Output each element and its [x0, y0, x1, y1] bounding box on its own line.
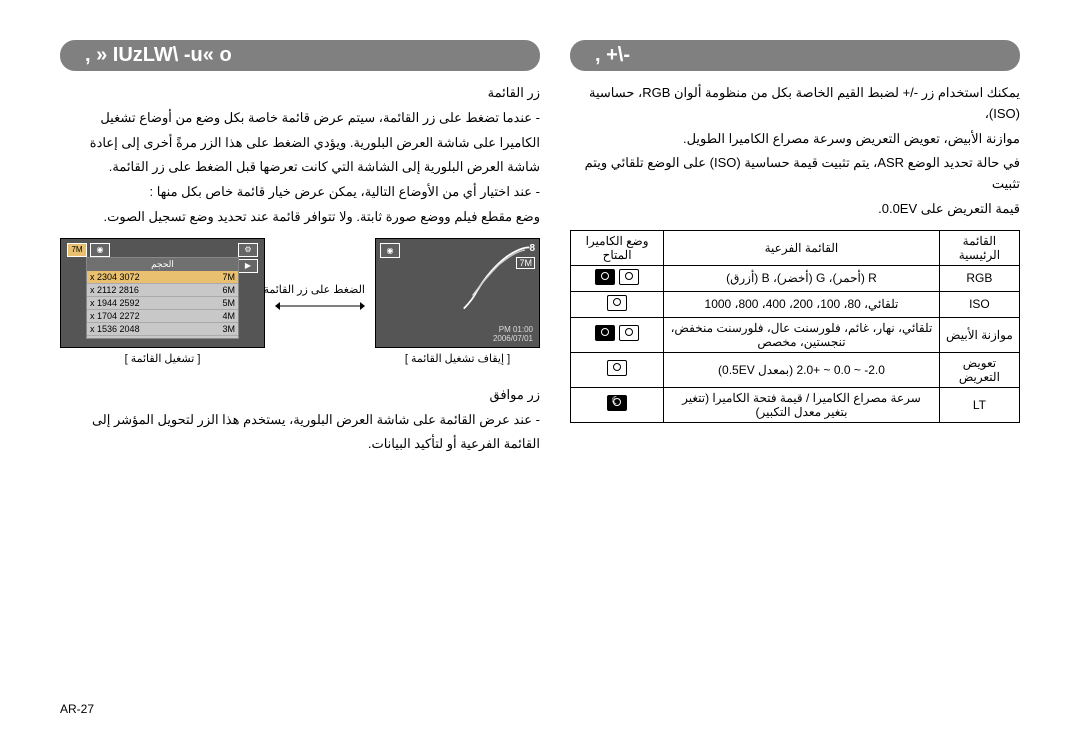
menu-button-title: زر القائمة	[60, 83, 540, 104]
th-sub: القائمة الفرعية	[664, 230, 940, 265]
intro-3: قيمة التعريض على 0.0EV.	[570, 199, 1020, 220]
r0-main: RGB	[939, 265, 1019, 291]
settings-table-wrap: القائمة الرئيسية القائمة الفرعية وضع الك…	[570, 230, 1020, 423]
r0-modes	[571, 265, 664, 291]
r1-sub: تلقائي، 80، 100، 200، 400، 800، 1000	[664, 291, 940, 317]
r3-sub: 2.0- ~ 0.0 ~ +2.0 (بمعدل 0.5EV)	[664, 352, 940, 387]
r4-modes	[571, 387, 664, 422]
photo-mode-icon	[607, 295, 627, 311]
menu-row-2: 5M 2592 x 1944	[87, 297, 238, 310]
arrow-icon	[275, 300, 365, 312]
r4-sub: سرعة مصراع الكاميرا / قيمة فتحة الكاميرا…	[664, 387, 940, 422]
top-icon-row: ◉ 7M	[67, 243, 110, 257]
r1-modes	[571, 291, 664, 317]
menu-row-3-label: 4M	[222, 311, 235, 321]
menu-line-3: عند اختيار أي من الأوضاع التالية، يمكن ع…	[60, 182, 540, 203]
menu-row-0-value: 3072 x 2304	[90, 272, 140, 282]
tab-icon-2: 7M	[67, 243, 87, 257]
menu-row-2-label: 5M	[222, 298, 235, 308]
menu-button-section: زر القائمة عندما تضغط على زر القائمة، سي…	[60, 83, 540, 228]
menu-line-1: الكاميرا على شاشة العرض البلورية. ويؤدي …	[60, 133, 540, 154]
menu-row-2-value: 2592 x 1944	[90, 298, 140, 308]
photo-mode-icon	[619, 269, 639, 285]
screenshot-left-group: ◉ 8 7M 01:00 PM 2006/07/01 [ إيقاف تشغيل…	[375, 238, 540, 365]
mode-icon: ◉	[380, 243, 400, 258]
r3-main: تعويض التعريض	[939, 352, 1019, 387]
right-header-bar: , » IUzLW\ -u« o	[60, 40, 540, 71]
menu-row-3: 4M 2272 x 1704	[87, 310, 238, 323]
screenshot-pair: ◉ 8 7M 01:00 PM 2006/07/01 [ إيقاف تشغيل…	[60, 238, 540, 365]
table-row-2: موازنة الأبيض تلقائي، نهار، غائم، فلورسن…	[571, 317, 1020, 352]
menu-row-4: 3M 2048 x 1536	[87, 323, 238, 336]
menu-row-1-label: 6M	[222, 285, 235, 295]
r2-modes	[571, 317, 664, 352]
right-icon-stack: ⚙ ▶	[238, 243, 258, 273]
table-row-1: ISO تلقائي، 80، 100، 200، 400، 800، 1000	[571, 291, 1020, 317]
menu-row-0: 7M 3072 x 2304	[87, 271, 238, 284]
screenshot-menu-on: ◉ 7M ⚙ ▶ الحجم 7M 3072 x 2304	[60, 238, 265, 348]
two-columns: , » IUzLW\ -u« o زر القائمة عندما تضغط ع…	[60, 40, 1020, 459]
control-icon-2: ▶	[238, 259, 258, 273]
th-mode: وضع الكاميرا المتاح	[571, 230, 664, 265]
intro-0: يمكنك استخدام زر -/+ لضبط القيم الخاصة ب…	[570, 83, 1020, 125]
settings-table: القائمة الرئيسية القائمة الفرعية وضع الك…	[570, 230, 1020, 423]
menu-row-1-value: 2816 x 2112	[90, 285, 139, 295]
ok-button-title: زر موافق	[60, 385, 540, 406]
r2-sub: تلقائي، نهار، غائم، فلورسنت عال، فلورسنت…	[664, 317, 940, 352]
left-icon-col: ◉	[380, 243, 400, 258]
table-row-0: RGB R (أحمر)، G (أخضر)، B (أزرق)	[571, 265, 1020, 291]
counter-badge: 8	[529, 243, 535, 254]
table-row-4: LT سرعة مصراع الكاميرا / قيمة فتحة الكام…	[571, 387, 1020, 422]
photo-mode-icon	[607, 360, 627, 376]
video-mode-icon	[595, 269, 615, 285]
left-intro: يمكنك استخدام زر -/+ لضبط القيم الخاصة ب…	[570, 83, 1020, 220]
left-column: , +\- يمكنك استخدام زر -/+ لضبط القيم ال…	[570, 40, 1020, 459]
table-header-row: القائمة الرئيسية القائمة الفرعية وضع الك…	[571, 230, 1020, 265]
control-icon-1: ⚙	[238, 243, 258, 257]
caption-menu-off: [ إيقاف تشغيل القائمة ]	[405, 352, 510, 365]
menu-row-3-value: 2272 x 1704	[90, 311, 140, 321]
menu-row-4-value: 2048 x 1536	[90, 324, 140, 334]
r3-modes	[571, 352, 664, 387]
page-number: AR-27	[60, 702, 94, 716]
ok-line-0: عند عرض القائمة على شاشة العرض البلورية،…	[60, 410, 540, 431]
menu-row-0-label: 7M	[222, 272, 235, 282]
menu-line-0: عندما تضغط على زر القائمة، سيتم عرض قائم…	[60, 108, 540, 129]
r2-main: موازنة الأبيض	[939, 317, 1019, 352]
table-row-3: تعويض التعريض 2.0- ~ 0.0 ~ +2.0 (بمعدل 0…	[571, 352, 1020, 387]
camera-outline-icon	[445, 243, 535, 313]
ok-button-section: زر موافق عند عرض القائمة على شاشة العرض …	[60, 385, 540, 455]
screenshot-right-group: ◉ 7M ⚙ ▶ الحجم 7M 3072 x 2304	[60, 238, 265, 365]
menu-row-1: 6M 2816 x 2112	[87, 284, 238, 297]
left-header-bar: , +\-	[570, 40, 1020, 71]
page: , » IUzLW\ -u« o زر القائمة عندما تضغط ع…	[0, 0, 1080, 746]
menu-row-4-label: 3M	[222, 324, 235, 334]
menu-overlay: الحجم 7M 3072 x 2304 6M 2816 x 2112 5M	[86, 257, 239, 339]
datetime-stamp: 01:00 PM 2006/07/01	[491, 325, 535, 345]
menu-title: الحجم	[87, 258, 238, 271]
right-column: , » IUzLW\ -u« o زر القائمة عندما تضغط ع…	[60, 40, 540, 459]
arrow-label-text: الضغط على زر القائمة	[263, 283, 365, 296]
intro-1: موازنة الأبيض، تعويض التعريض وسرعة مصراع…	[570, 129, 1020, 150]
video-mode-icon	[595, 325, 615, 341]
r0-sub: R (أحمر)، G (أخضر)، B (أزرق)	[664, 265, 940, 291]
tab-icon-1: ◉	[90, 243, 110, 257]
ok-line-1: القائمة الفرعية أو لتأكيد البيانات.	[60, 434, 540, 455]
menu-line-4: وضع مقطع فيلم ووضع صورة ثابتة. ولا تتواف…	[60, 207, 540, 228]
night-mode-icon	[607, 395, 627, 411]
size-badge: 7M	[516, 257, 535, 269]
th-main: القائمة الرئيسية	[939, 230, 1019, 265]
intro-2: في حالة تحديد الوضع ASR، يتم تثبيت قيمة …	[570, 153, 1020, 195]
r1-main: ISO	[939, 291, 1019, 317]
r4-main: LT	[939, 387, 1019, 422]
caption-menu-on: [ تشغيل القائمة ]	[125, 352, 201, 365]
screenshot-menu-off: ◉ 8 7M 01:00 PM 2006/07/01	[375, 238, 540, 348]
date-text: 2006/07/01	[493, 335, 533, 344]
photo-mode-icon	[619, 325, 639, 341]
menu-line-2: شاشة العرض البلورية إلى الشاشة التي كانت…	[60, 157, 540, 178]
